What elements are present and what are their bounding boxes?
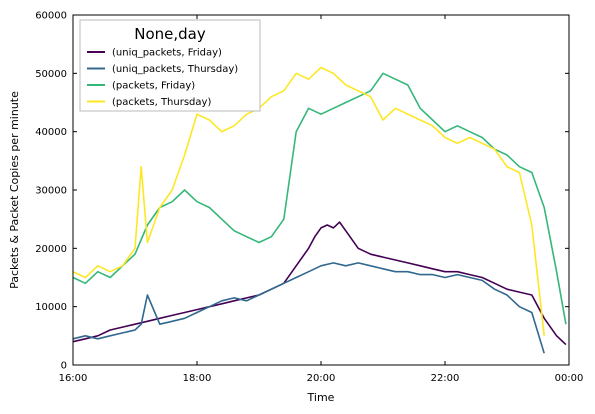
x-tick-label: 18:00 [183, 373, 212, 384]
y-tick-label: 20000 [35, 244, 67, 255]
y-tick-label: 10000 [35, 302, 67, 313]
series-line-1 [72, 262, 545, 354]
x-tick-label: 22:00 [431, 373, 460, 384]
y-axis-label: Packets & Packet Copies per minute [8, 91, 21, 289]
legend-label-1: (uniq_packets, Thursday) [112, 64, 238, 75]
legend-label-0: (uniq_packets, Friday) [112, 48, 222, 59]
y-tick-label: 0 [61, 361, 67, 372]
legend-box [79, 19, 261, 112]
x-tick-label: 16:00 [59, 373, 88, 384]
x-tick-label: 00:00 [555, 373, 584, 384]
series-line-2 [72, 72, 567, 325]
series-layer [72, 66, 567, 354]
series-line-0 [72, 221, 567, 346]
y-tick-label: 30000 [35, 186, 67, 197]
x-tick-label: 20:00 [307, 373, 336, 384]
legend-label-2: (packets, Friday) [112, 81, 195, 92]
legend-entries: (uniq_packets, Friday) (uniq_packets, Thu… [87, 48, 238, 108]
legend-label-3: (packets, Thursday) [112, 97, 211, 108]
y-tick-label: 40000 [35, 127, 67, 138]
y-tick-label: 60000 [35, 11, 67, 22]
legend: None,day (uniq_packets, Friday)(uniq_pac… [79, 19, 261, 112]
y-tick-label: 50000 [35, 69, 67, 80]
x-axis-label: Time [307, 391, 335, 404]
legend-title: None,day [134, 25, 206, 43]
series-line-3 [72, 66, 545, 336]
ticks-layer: 0 10000 20000 30000 40000 50000 60000 16:00 18:0… [35, 11, 583, 385]
